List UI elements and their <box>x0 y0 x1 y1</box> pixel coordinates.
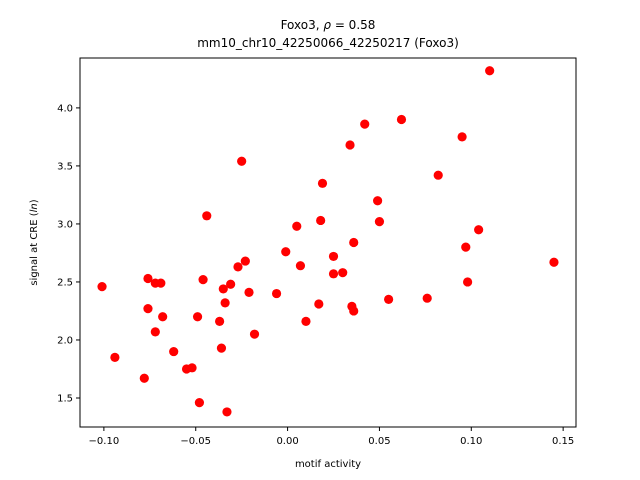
data-point-33 <box>316 215 326 226</box>
data-point-37 <box>338 268 348 278</box>
data-point-48 <box>433 170 443 180</box>
data-point-45 <box>384 294 394 304</box>
data-point-21 <box>226 279 236 289</box>
x-axis-ticks: −0.10 −0.05 0.00 0.05 0.10 0.15 <box>89 427 574 447</box>
data-point-26 <box>249 329 260 339</box>
y-tick-label: 3.0 <box>57 219 73 230</box>
data-point-53 <box>485 66 495 76</box>
data-point-27 <box>271 288 282 299</box>
data-point-31 <box>301 316 311 327</box>
y-axis-label: signal at CRE (ln) <box>29 199 40 285</box>
data-point-52 <box>474 225 484 235</box>
data-point-40 <box>349 306 359 316</box>
data-point-41 <box>349 237 359 248</box>
data-point-32 <box>314 299 324 309</box>
data-point-22 <box>233 262 243 272</box>
data-point-9 <box>169 346 179 357</box>
data-point-51 <box>463 277 473 287</box>
data-point-1 <box>110 352 120 362</box>
y-tick-label: 4.0 <box>57 103 73 114</box>
data-point-54 <box>549 257 559 267</box>
data-point-14 <box>198 275 208 285</box>
data-point-24 <box>240 256 250 266</box>
data-point-49 <box>457 132 467 142</box>
data-point-46 <box>396 114 407 125</box>
data-point-47 <box>422 293 432 303</box>
data-point-3 <box>143 273 153 284</box>
y-tick-label: 1.5 <box>57 393 73 404</box>
data-point-23 <box>237 156 247 166</box>
data-point-11 <box>187 363 197 373</box>
data-point-13 <box>194 398 205 408</box>
data-point-42 <box>360 119 370 129</box>
data-point-30 <box>295 261 306 271</box>
chart-title: Foxo3, ρ = 0.58 <box>281 18 376 32</box>
data-point-44 <box>374 217 385 227</box>
data-points <box>97 66 559 417</box>
data-point-36 <box>328 269 339 279</box>
data-point-19 <box>220 298 230 308</box>
chart-subtitle: mm10_chr10_42250066_42250217 (Foxo3) <box>197 36 459 50</box>
data-point-34 <box>317 178 328 188</box>
plot-frame <box>79 57 577 428</box>
data-point-50 <box>461 242 471 252</box>
y-axis-ticks: 1.5 2.0 2.5 3.0 3.5 4.0 <box>57 103 80 404</box>
data-point-8 <box>158 312 168 322</box>
data-point-29 <box>292 221 302 231</box>
data-point-28 <box>281 247 291 257</box>
x-tick-label: 0.05 <box>368 436 390 447</box>
data-point-2 <box>139 373 149 383</box>
data-point-12 <box>192 312 203 322</box>
data-point-6 <box>150 327 160 337</box>
x-tick-label: 0.00 <box>276 436 298 447</box>
data-point-4 <box>143 304 153 314</box>
y-tick-label: 3.5 <box>57 161 73 172</box>
y-tick-label: 2.5 <box>57 277 73 288</box>
data-point-35 <box>328 251 339 262</box>
data-point-43 <box>373 196 383 206</box>
data-point-25 <box>244 287 254 297</box>
data-point-16 <box>215 316 225 327</box>
data-point-20 <box>222 407 232 417</box>
data-point-15 <box>202 211 212 221</box>
x-tick-label: −0.05 <box>180 436 211 447</box>
data-point-38 <box>345 140 355 150</box>
x-tick-label: 0.15 <box>552 436 574 447</box>
data-point-7 <box>156 278 166 288</box>
data-point-17 <box>216 343 227 353</box>
data-point-18 <box>218 284 228 294</box>
x-tick-label: 0.10 <box>460 436 482 447</box>
x-tick-label: −0.10 <box>89 436 120 447</box>
data-point-0 <box>97 281 107 292</box>
x-axis-label: motif activity <box>295 459 361 470</box>
y-tick-label: 2.0 <box>57 335 73 346</box>
